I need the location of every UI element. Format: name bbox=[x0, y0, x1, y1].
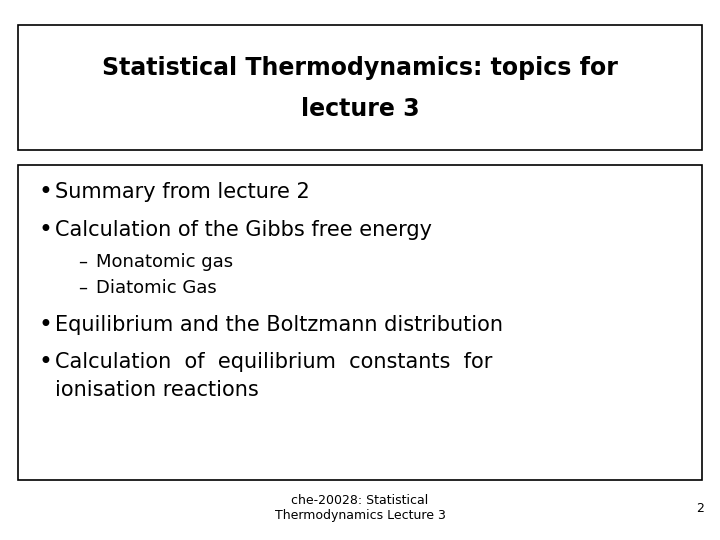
Text: 2: 2 bbox=[696, 502, 704, 515]
Text: •: • bbox=[38, 313, 52, 337]
Text: ionisation reactions: ionisation reactions bbox=[55, 380, 258, 400]
Text: Equilibrium and the Boltzmann distribution: Equilibrium and the Boltzmann distributi… bbox=[55, 315, 503, 335]
Text: lecture 3: lecture 3 bbox=[301, 98, 419, 122]
Text: Calculation  of  equilibrium  constants  for: Calculation of equilibrium constants for bbox=[55, 352, 492, 372]
Text: Diatomic Gas: Diatomic Gas bbox=[96, 279, 217, 297]
Text: •: • bbox=[38, 218, 52, 242]
Text: Calculation of the Gibbs free energy: Calculation of the Gibbs free energy bbox=[55, 220, 432, 240]
Text: –: – bbox=[78, 253, 87, 271]
FancyBboxPatch shape bbox=[18, 25, 702, 150]
Text: –: – bbox=[78, 279, 87, 297]
Text: •: • bbox=[38, 350, 52, 374]
Text: Statistical Thermodynamics: topics for: Statistical Thermodynamics: topics for bbox=[102, 56, 618, 79]
FancyBboxPatch shape bbox=[18, 165, 702, 480]
Text: •: • bbox=[38, 180, 52, 204]
Text: Summary from lecture 2: Summary from lecture 2 bbox=[55, 182, 310, 202]
Text: Monatomic gas: Monatomic gas bbox=[96, 253, 233, 271]
Text: che-20028: Statistical
Thermodynamics Lecture 3: che-20028: Statistical Thermodynamics Le… bbox=[274, 494, 446, 522]
